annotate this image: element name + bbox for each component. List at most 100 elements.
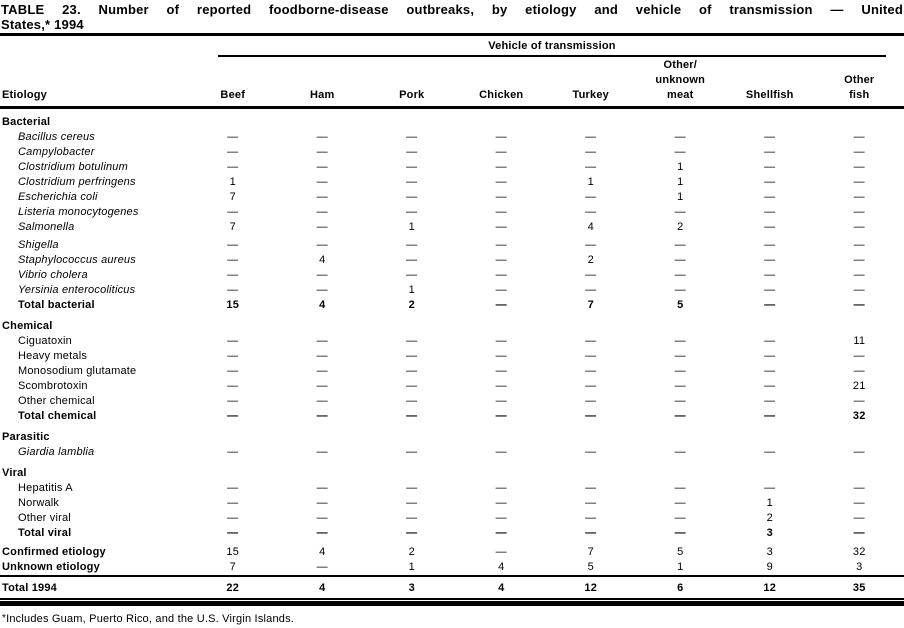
footnote-text: Includes Guam, Puerto Rico, and the U.S.… <box>6 613 295 625</box>
cell-other-fish: — <box>853 446 865 458</box>
cell-pork: — <box>406 512 418 524</box>
row-label: Shigella <box>18 239 59 251</box>
cell-ham: — <box>316 561 328 573</box>
cell-turkey: 5 <box>587 561 594 573</box>
cell-shellfish: — <box>764 269 776 281</box>
row-heavy-metals: Heavy metals — — — — — — — — <box>0 349 904 364</box>
cell-beef: — <box>227 131 239 143</box>
cell-beef: 7 <box>229 191 236 203</box>
cell-other-unknown-meat: 5 <box>677 546 684 558</box>
cell-beef: 22 <box>188 575 278 600</box>
cell-shellfish: — <box>764 221 776 233</box>
cell-ham: — <box>316 335 328 347</box>
title-rule <box>0 33 904 36</box>
row-vibrio-cholera: Vibrio cholera — — — — — — — — <box>0 268 904 283</box>
row-label: Yersinia enterocoliticus <box>18 284 136 296</box>
cell-pork: 1 <box>408 284 415 296</box>
cell-other-fish: — <box>853 269 865 281</box>
cell-ham: — <box>316 146 328 158</box>
cell-shellfish: — <box>764 365 776 377</box>
row-label: Clostridium botulinum <box>18 161 128 173</box>
row-confirmed-etiology: Confirmed etiology 15 4 2 — 7 5 3 32 <box>0 541 904 560</box>
row-label: Confirmed etiology <box>2 546 106 558</box>
row-clostridium-botulinum: Clostridium botulinum — — — — — 1 — — <box>0 160 904 175</box>
table-title-line2: States,* 1994 <box>1 17 84 32</box>
column-header-row: Etiology Beef Ham Pork Chicken Turkey Other/u… <box>0 57 904 109</box>
col-header-pork: Pork <box>367 57 457 109</box>
cell-chicken: — <box>495 176 507 188</box>
cell-other-fish: 11 <box>853 335 866 347</box>
cell-ham: — <box>316 395 328 407</box>
cell-shellfish: — <box>764 176 776 188</box>
cell-other-fish: — <box>853 191 865 203</box>
cell-chicken: — <box>495 512 507 524</box>
row-label: Other chemical <box>18 395 95 407</box>
cell-turkey: 7 <box>587 299 594 311</box>
cell-ham: — <box>316 410 328 422</box>
cell-chicken: — <box>495 284 507 296</box>
row-campylobacter: Campylobacter — — — — — — — — <box>0 145 904 160</box>
col-header-other-unknown-meat: Other/unknown meat <box>635 57 725 109</box>
cell-ham: — <box>316 497 328 509</box>
cell-chicken: 4 <box>498 561 505 573</box>
cell-ham: — <box>316 239 328 251</box>
group-header-row: Vehicle of transmission <box>0 36 904 57</box>
cell-turkey: — <box>585 206 597 218</box>
cell-beef: — <box>227 335 239 347</box>
cell-ham: — <box>316 269 328 281</box>
cell-turkey: — <box>585 365 597 377</box>
cell-turkey: 7 <box>587 546 594 558</box>
section-label: Bacterial <box>2 116 51 128</box>
row-label: Total 1994 <box>0 575 188 600</box>
row-total-bacterial: Total bacterial 15 4 2 — 7 5 — — <box>0 298 904 313</box>
outbreaks-by-etiology-table: Vehicle of transmission Etiology Beef Ham… <box>0 36 904 600</box>
cell-beef: — <box>227 350 239 362</box>
cell-chicken: — <box>495 482 507 494</box>
cell-turkey: — <box>585 131 597 143</box>
cell-chicken: — <box>495 380 507 392</box>
cell-chicken: — <box>495 546 507 558</box>
cell-shellfish: — <box>764 482 776 494</box>
cell-beef: — <box>227 284 239 296</box>
cell-other-fish: — <box>853 146 865 158</box>
cell-pork: — <box>406 146 418 158</box>
cell-other-fish: — <box>853 206 865 218</box>
cell-turkey: — <box>585 161 597 173</box>
cell-chicken: — <box>495 446 507 458</box>
cell-turkey: — <box>585 497 597 509</box>
cell-beef: 15 <box>226 299 240 311</box>
row-label: Total chemical <box>18 410 97 422</box>
cell-other-fish: — <box>853 482 865 494</box>
row-giardia-lamblia: Giardia lamblia — — — — — — — — <box>0 445 904 460</box>
cell-other-fish: — <box>853 512 865 524</box>
cell-other-unknown-meat: — <box>674 395 686 407</box>
row-label: Giardia lamblia <box>18 446 95 458</box>
cell-other-unknown-meat: — <box>674 254 686 266</box>
row-other-chemical: Other chemical — — — — — — — — <box>0 394 904 409</box>
cell-turkey: 1 <box>587 176 594 188</box>
cell-ham: — <box>316 191 328 203</box>
cell-beef: 7 <box>229 561 236 573</box>
row-label: Salmonella <box>18 221 75 233</box>
section-bacterial: Bacterial <box>0 108 904 131</box>
cell-chicken: — <box>495 131 507 143</box>
cell-ham: — <box>316 482 328 494</box>
section-chemical: Chemical <box>0 313 904 334</box>
cell-other-unknown-meat: 5 <box>677 299 684 311</box>
cell-shellfish: — <box>764 410 776 422</box>
row-yersinia-enterocoliticus: Yersinia enterocoliticus — — 1 — — — — — <box>0 283 904 298</box>
row-label: Total bacterial <box>18 299 95 311</box>
row-total-viral: Total viral — — — — — — 3 — <box>0 526 904 541</box>
cell-turkey: — <box>585 395 597 407</box>
cell-turkey: 12 <box>546 575 636 600</box>
cell-other-unknown-meat: 1 <box>677 176 684 188</box>
cell-pork: — <box>406 239 418 251</box>
cell-turkey: — <box>585 410 597 422</box>
cell-pork: 3 <box>367 575 457 600</box>
cell-pork: — <box>406 446 418 458</box>
cell-beef: — <box>227 395 239 407</box>
cell-other-fish: — <box>853 161 865 173</box>
col-header-shellfish: Shellfish <box>725 57 815 109</box>
cell-other-unknown-meat: — <box>674 335 686 347</box>
cell-pork: — <box>406 380 418 392</box>
